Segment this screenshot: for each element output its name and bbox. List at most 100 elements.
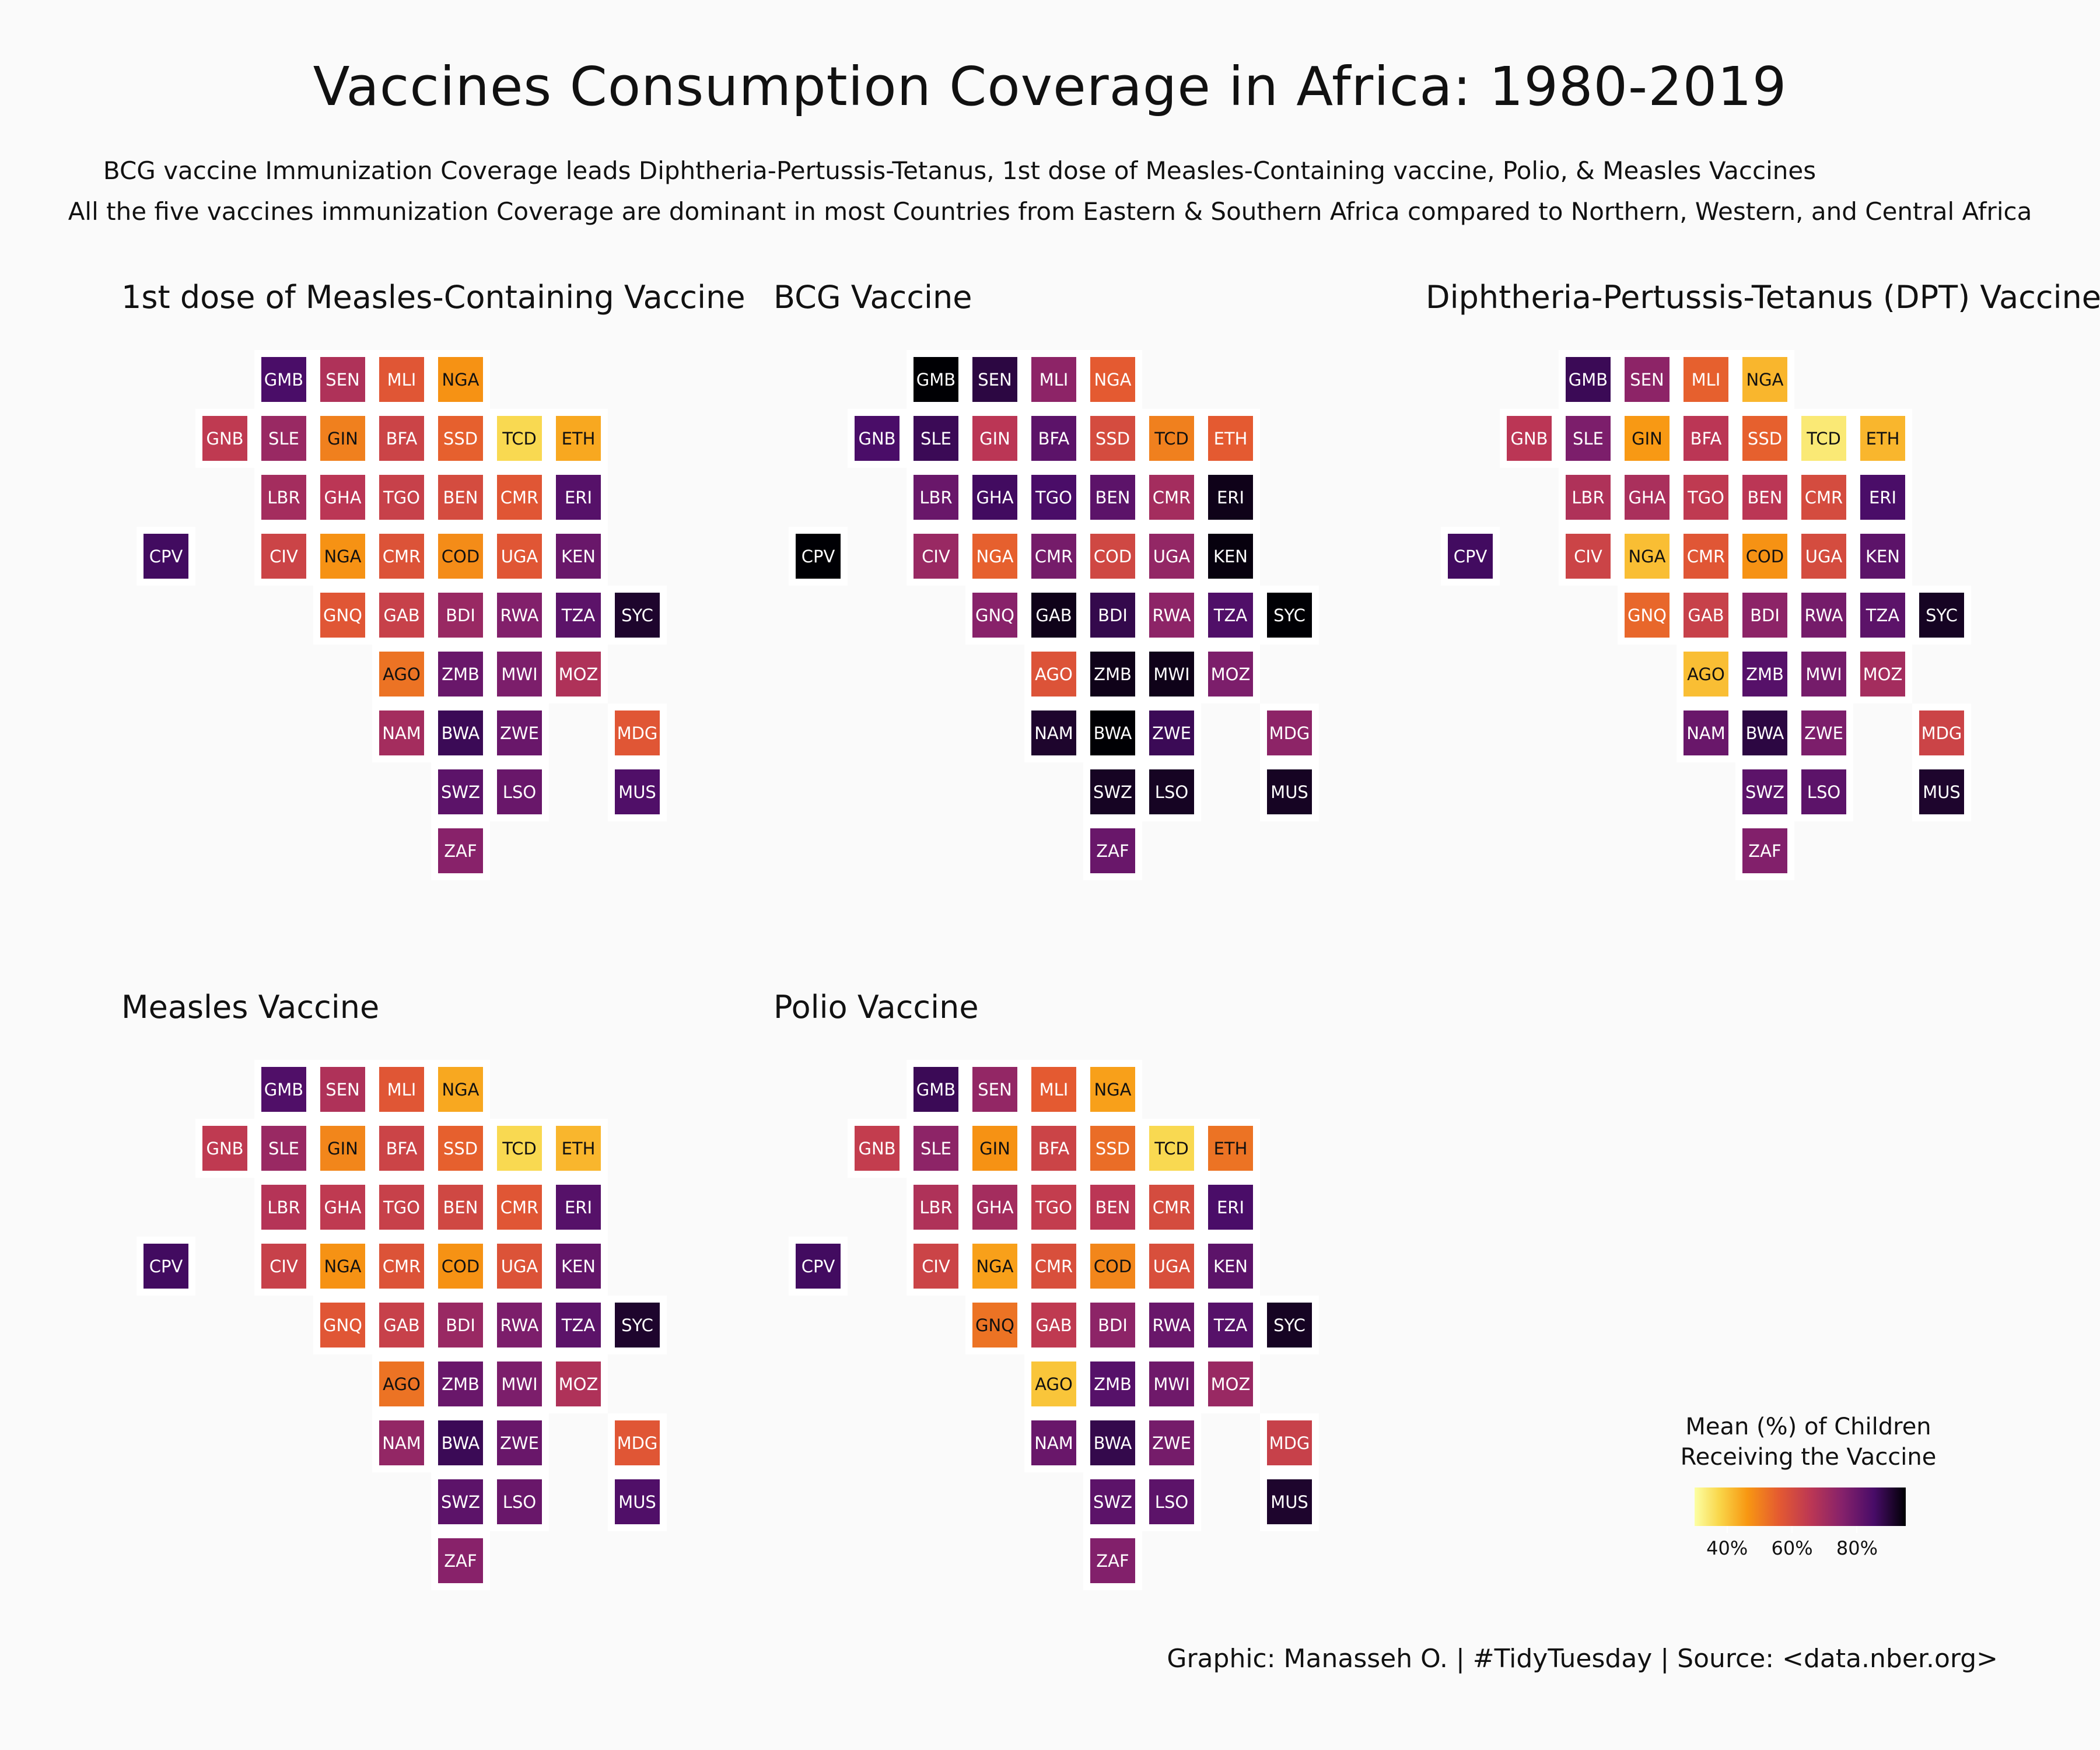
- tile-bfa: BFA: [379, 416, 424, 461]
- tile-tcd: TCD: [1149, 416, 1194, 461]
- tile-ago: AGO: [1031, 652, 1076, 696]
- chart-subtitle-1: BCG vaccine Immunization Coverage leads …: [103, 156, 1817, 185]
- tile-gha: GHA: [972, 1185, 1017, 1230]
- tile-gmb: GMB: [261, 1067, 306, 1112]
- tile-ken: KEN: [1860, 534, 1905, 579]
- tile-lso: LSO: [1801, 769, 1846, 814]
- tile-gin: GIN: [320, 1126, 365, 1171]
- tile-cmr: CMR: [1031, 1244, 1076, 1289]
- tile-nga: NGA: [1625, 534, 1670, 579]
- tile-gha: GHA: [1625, 475, 1670, 520]
- tile-zwe: ZWE: [1149, 710, 1194, 755]
- tile-rwa: RWA: [497, 1303, 542, 1348]
- tile-eth: ETH: [1208, 1126, 1253, 1171]
- tile-nga: NGA: [320, 1244, 365, 1289]
- panel-title-dpt: Diphtheria-Pertussis-Tetanus (DPT) Vacci…: [1426, 279, 2100, 316]
- tile-swz: SWZ: [438, 1479, 483, 1524]
- tile-eri: ERI: [1208, 1185, 1253, 1230]
- tile-mli: MLI: [1031, 357, 1076, 402]
- tile-cmr: CMR: [1684, 534, 1728, 579]
- tile-tza: TZA: [1208, 593, 1253, 638]
- tile-zaf: ZAF: [438, 1538, 483, 1583]
- tile-sle: SLE: [914, 416, 958, 461]
- tile-sle: SLE: [261, 416, 306, 461]
- tile-cod: COD: [1090, 534, 1135, 579]
- tile-gab: GAB: [1031, 1303, 1076, 1348]
- tile-nga: NGA: [320, 534, 365, 579]
- tile-eri: ERI: [1860, 475, 1905, 520]
- tile-cmr: CMR: [1801, 475, 1846, 520]
- tile-mus: MUS: [1919, 769, 1964, 814]
- tile-mli: MLI: [1684, 357, 1728, 402]
- tile-gmb: GMB: [914, 1067, 958, 1112]
- tile-zmb: ZMB: [438, 652, 483, 696]
- tile-mwi: MWI: [1149, 652, 1194, 696]
- tile-ben: BEN: [1090, 475, 1135, 520]
- tile-gmb: GMB: [261, 357, 306, 402]
- tile-gnq: GNQ: [320, 593, 365, 638]
- tile-swz: SWZ: [438, 769, 483, 814]
- tile-gnb: GNB: [855, 416, 900, 461]
- tile-gmb: GMB: [914, 357, 958, 402]
- tile-mus: MUS: [1267, 769, 1312, 814]
- tile-mdg: MDG: [1267, 1420, 1312, 1465]
- tile-gha: GHA: [320, 1185, 365, 1230]
- tile-cmr: CMR: [1149, 1185, 1194, 1230]
- tile-sen: SEN: [320, 357, 365, 402]
- chart-subtitle-2: All the five vaccines immunization Cover…: [68, 197, 2032, 226]
- tile-eth: ETH: [1860, 416, 1905, 461]
- tile-cmr: CMR: [497, 1185, 542, 1230]
- tile-bdi: BDI: [1742, 593, 1787, 638]
- tile-bwa: BWA: [1742, 710, 1787, 755]
- tile-lbr: LBR: [914, 1185, 958, 1230]
- tile-mwi: MWI: [497, 1362, 542, 1406]
- tile-gnq: GNQ: [1625, 593, 1670, 638]
- tile-tza: TZA: [1208, 1303, 1253, 1348]
- tile-zwe: ZWE: [497, 1420, 542, 1465]
- tile-bfa: BFA: [1031, 416, 1076, 461]
- tile-lbr: LBR: [261, 475, 306, 520]
- tile-gmb: GMB: [1566, 357, 1611, 402]
- tile-moz: MOZ: [556, 1362, 601, 1406]
- tile-lbr: LBR: [914, 475, 958, 520]
- tile-bwa: BWA: [1090, 1420, 1135, 1465]
- tile-gin: GIN: [972, 1126, 1017, 1171]
- tile-eri: ERI: [556, 1185, 601, 1230]
- tile-eth: ETH: [556, 416, 601, 461]
- tile-ben: BEN: [438, 1185, 483, 1230]
- tile-gab: GAB: [1684, 593, 1728, 638]
- tile-cpv: CPV: [144, 1244, 188, 1289]
- tile-tgo: TGO: [379, 1185, 424, 1230]
- legend-colorbar: [1695, 1488, 1906, 1526]
- tile-uga: UGA: [497, 1244, 542, 1289]
- legend-tick-mark: [1726, 1526, 1728, 1533]
- tile-tza: TZA: [1860, 593, 1905, 638]
- tile-gab: GAB: [379, 593, 424, 638]
- tile-gin: GIN: [320, 416, 365, 461]
- legend-tick-label: 40%: [1706, 1537, 1748, 1559]
- panel-title-measles: Measles Vaccine: [121, 989, 380, 1026]
- tile-zaf: ZAF: [1742, 828, 1787, 873]
- tile-mwi: MWI: [497, 652, 542, 696]
- tile-gnb: GNB: [1507, 416, 1552, 461]
- tile-gnb: GNB: [855, 1126, 900, 1171]
- tile-lbr: LBR: [261, 1185, 306, 1230]
- tile-bdi: BDI: [438, 1303, 483, 1348]
- tile-mdg: MDG: [615, 1420, 660, 1465]
- tile-nga: NGA: [972, 534, 1017, 579]
- tile-moz: MOZ: [1208, 652, 1253, 696]
- legend-tick-label: 60%: [1771, 1537, 1813, 1559]
- tile-zwe: ZWE: [1149, 1420, 1194, 1465]
- tile-gnb: GNB: [202, 416, 247, 461]
- tile-gha: GHA: [972, 475, 1017, 520]
- tile-tcd: TCD: [497, 416, 542, 461]
- tile-ago: AGO: [379, 1362, 424, 1406]
- tile-civ: CIV: [261, 534, 306, 579]
- tile-moz: MOZ: [1208, 1362, 1253, 1406]
- tile-swz: SWZ: [1090, 769, 1135, 814]
- tile-zaf: ZAF: [1090, 1538, 1135, 1583]
- tile-ssd: SSD: [438, 416, 483, 461]
- tile-lso: LSO: [497, 769, 542, 814]
- tile-sen: SEN: [320, 1067, 365, 1112]
- tile-cmr: CMR: [1031, 534, 1076, 579]
